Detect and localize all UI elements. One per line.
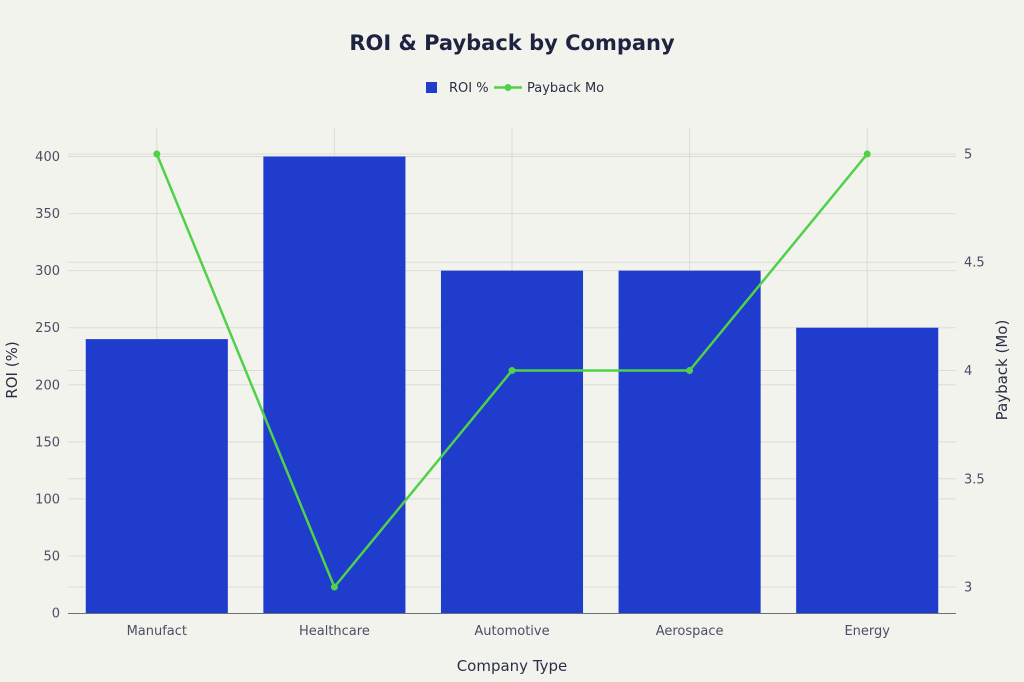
- y2-tick-label: 3.5: [964, 472, 985, 487]
- legend-label-payback: Payback Mo: [527, 81, 604, 96]
- x-tick-label: Automotive: [474, 624, 549, 639]
- y-tick-label: 200: [35, 378, 60, 393]
- y-tick-label: 100: [35, 492, 60, 507]
- y-tick-label: 300: [35, 264, 60, 279]
- bar-healthcare: [263, 156, 406, 613]
- y2-tick-label: 4.5: [964, 256, 985, 271]
- x-tick-label: Aerospace: [656, 624, 724, 639]
- legend-label-roi: ROI %: [449, 81, 489, 96]
- axes: 0 50 100 150 200 250 300 350 400 3 3.5 4 4.5 5 Manufac…: [35, 147, 985, 639]
- x-tick-label: Manufact: [127, 624, 187, 639]
- y2-tick-label: 3: [964, 581, 972, 596]
- payback-point-aerospace: [686, 367, 694, 374]
- x-tick-label: Energy: [844, 624, 890, 639]
- legend-swatch-roi: [426, 82, 437, 93]
- payback-point-energy: [863, 150, 871, 158]
- y-tick-label: 150: [35, 435, 60, 450]
- y2-tick-label: 5: [964, 147, 972, 162]
- payback-line-layer: [153, 150, 871, 591]
- payback-point-manufact: [153, 150, 161, 158]
- bar-manufact: [85, 339, 228, 613]
- legend-marker-payback: [504, 84, 512, 91]
- bars: [85, 156, 939, 613]
- x-tick-label: Healthcare: [299, 624, 370, 639]
- bar-energy: [796, 327, 939, 613]
- y-tick-label: 50: [43, 549, 60, 564]
- y2-axis-title: Payback (Mo): [993, 320, 1011, 421]
- y-tick-label: 350: [35, 207, 60, 222]
- y2-tick-label: 4: [964, 364, 972, 379]
- y-tick-label: 250: [35, 321, 60, 336]
- legend: ROI % Payback Mo: [426, 81, 604, 96]
- x-axis-title: Company Type: [457, 657, 568, 675]
- y-axis-title: ROI (%): [3, 341, 21, 398]
- payback-point-automotive: [508, 367, 516, 374]
- bar-automotive: [440, 270, 584, 613]
- chart-title: ROI & Payback by Company: [349, 31, 675, 55]
- y-tick-label: 400: [35, 150, 60, 165]
- payback-point-healthcare: [330, 583, 338, 591]
- y-tick-label: 0: [52, 607, 60, 622]
- bar-aerospace: [618, 270, 761, 613]
